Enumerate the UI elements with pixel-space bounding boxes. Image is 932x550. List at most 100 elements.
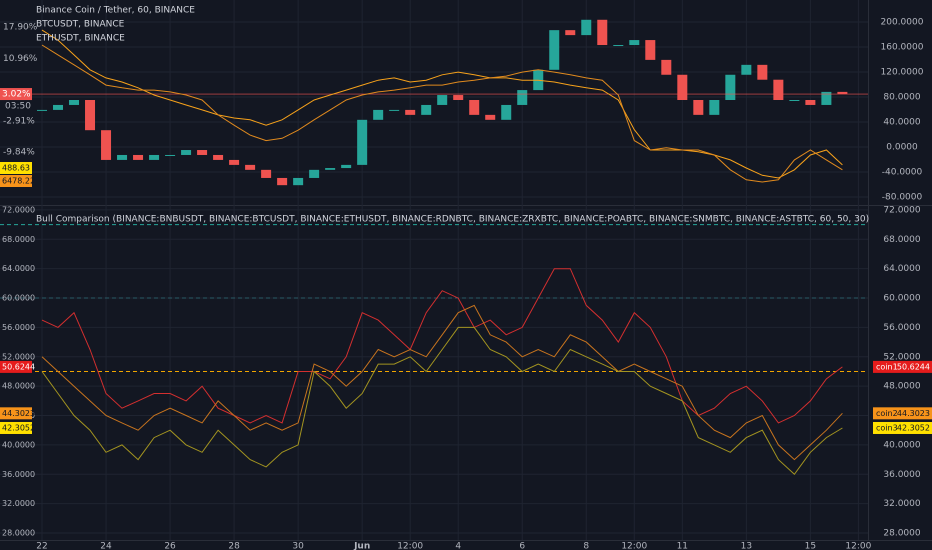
y-tick-label: 40.0000 xyxy=(883,118,920,128)
x-tick-label: 12:00 xyxy=(621,542,647,550)
y-tick-label: 36.0000 xyxy=(883,470,920,480)
candle xyxy=(501,104,512,120)
candle xyxy=(213,154,224,160)
legend-entry: Binance Coin / Tether, 60, BINANCE xyxy=(36,6,195,16)
y-tick-label: 200.0000 xyxy=(881,18,924,28)
candle xyxy=(149,154,160,160)
y-tick-label: 56.0000 xyxy=(883,323,920,333)
y-tick-label: 40.0000 xyxy=(883,440,920,450)
candle xyxy=(405,109,416,115)
price-tag xyxy=(873,360,932,373)
candle xyxy=(661,59,672,75)
y-tick-label-left: 28.0000 xyxy=(2,529,35,538)
y-tick-label-left: 56.0000 xyxy=(2,323,35,332)
x-tick-label: Jun xyxy=(353,542,370,550)
candle xyxy=(101,130,112,160)
price-tag xyxy=(0,88,32,101)
candle xyxy=(325,168,336,170)
x-tick-label: 6 xyxy=(519,542,525,550)
price-tag-label: 44.3023 xyxy=(2,409,35,418)
candle xyxy=(805,99,816,105)
candle xyxy=(277,177,288,186)
series-line xyxy=(41,268,843,424)
y2-tick-label: 10.96% xyxy=(3,54,38,64)
price-tag-label: 42.3052 xyxy=(2,423,35,432)
price-tag-value: 42.3052 xyxy=(897,423,930,432)
y-tick-label: 120.0000 xyxy=(881,68,924,78)
price-tag xyxy=(0,421,32,434)
y2-tick-label: -2.91% xyxy=(3,116,35,126)
candle xyxy=(293,177,304,186)
candle xyxy=(421,104,432,115)
candle xyxy=(309,169,320,178)
candle xyxy=(677,74,688,100)
candle xyxy=(341,164,352,169)
candle xyxy=(757,64,768,80)
y-tick-label-left: 40.0000 xyxy=(2,440,35,449)
y-tick-label: 68.0000 xyxy=(883,235,920,245)
candle xyxy=(53,104,64,110)
candle xyxy=(165,154,176,156)
series-line xyxy=(41,326,843,476)
candle xyxy=(469,99,480,115)
price-tag-name: coin3 xyxy=(876,423,898,432)
price-tag-label: 3.02% xyxy=(2,90,31,100)
candle xyxy=(357,119,368,165)
candle xyxy=(453,95,464,100)
indicator-title: Bull Comparison (BINANCE:BNBUSDT, BINANC… xyxy=(36,215,869,225)
x-tick-label: 8 xyxy=(583,542,589,550)
x-tick-label: 15 xyxy=(805,542,816,550)
price-tag-label: 488.63 xyxy=(2,164,30,173)
candle xyxy=(117,154,128,160)
y-tick-label: 160.0000 xyxy=(881,43,924,53)
series-line xyxy=(41,44,843,183)
price-tag xyxy=(0,407,32,420)
candle xyxy=(821,91,832,105)
y-tick-label-left: 52.0000 xyxy=(2,352,35,361)
candle xyxy=(37,109,48,111)
price-tag-label: 6478.22 xyxy=(2,177,35,186)
x-tick-label: 28 xyxy=(228,542,240,550)
candle xyxy=(517,90,528,105)
labels: 22 24 26 28 30 Jun 12:00 4 6 8 12:00 11 13 15 12:00 200… xyxy=(0,6,932,550)
price-tag-label: 50.6244 xyxy=(2,362,35,371)
candle xyxy=(837,91,848,95)
y-tick-label: 80.0000 xyxy=(883,93,920,103)
price-tag xyxy=(873,407,932,420)
candle xyxy=(133,154,144,160)
x-tick-label: 11 xyxy=(677,542,688,550)
candle xyxy=(597,19,608,46)
grid xyxy=(0,0,868,540)
candle xyxy=(373,109,384,120)
marks xyxy=(0,19,868,476)
candle xyxy=(181,150,192,155)
candle xyxy=(197,150,208,155)
y-tick-label-left: 48.0000 xyxy=(2,382,35,391)
y-tick-label-left: 60.0000 xyxy=(2,294,35,303)
price-tag-value: 50.6244 xyxy=(897,362,930,371)
price-tag xyxy=(0,162,32,174)
price-tag xyxy=(873,421,932,434)
x-tick-label: 24 xyxy=(100,542,112,550)
price-tag xyxy=(0,175,32,187)
y-tick-label: 48.0000 xyxy=(883,382,920,392)
y-tick-label-left: 72.0000 xyxy=(2,205,35,214)
x-tick-label: 12:00 xyxy=(397,542,423,550)
y-tick-label: 52.0000 xyxy=(883,352,920,362)
y-tick-label: -40.0000 xyxy=(882,168,923,178)
price-tag-name: coin2 xyxy=(876,409,898,418)
y-tick-label: -80.0000 xyxy=(882,193,923,203)
price-tag-value: 44.3023 xyxy=(897,409,930,418)
candle xyxy=(741,64,752,75)
candle xyxy=(245,164,256,170)
candle xyxy=(565,30,576,36)
x-tick-label: 22 xyxy=(36,542,47,550)
y2-tick-label: 17.90% xyxy=(3,22,38,32)
y-tick-label-left: 32.0000 xyxy=(2,499,35,508)
y-tick-label: 0.0000 xyxy=(886,143,918,153)
y-tick-label-left: 68.0000 xyxy=(2,235,35,244)
candle xyxy=(485,114,496,120)
candle xyxy=(437,95,448,105)
